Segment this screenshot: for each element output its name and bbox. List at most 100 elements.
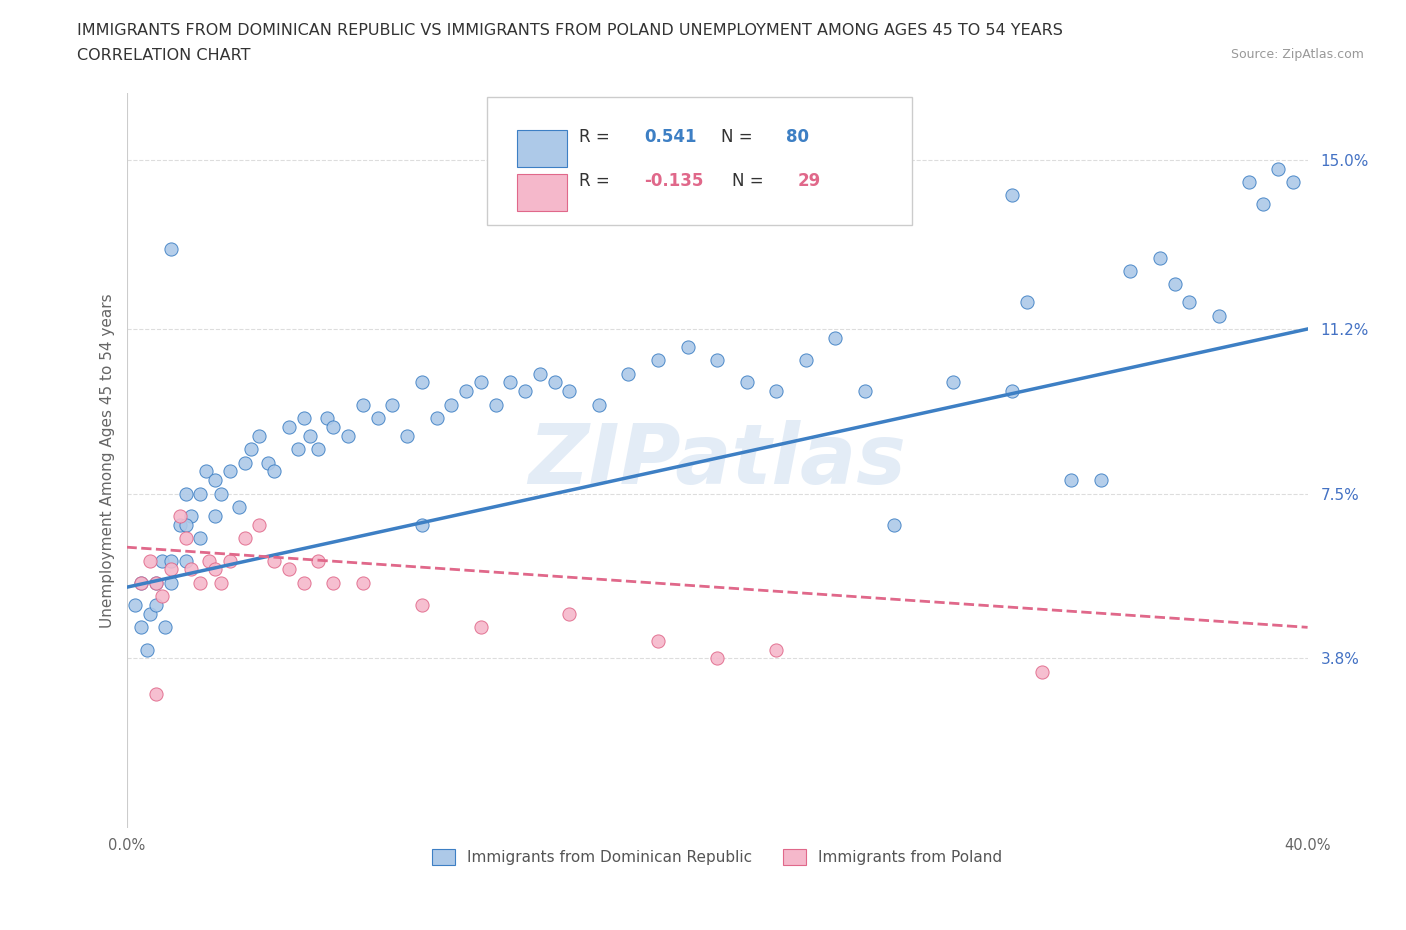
Point xyxy=(233,531,256,546)
Text: 0.541: 0.541 xyxy=(644,128,696,146)
Point xyxy=(180,509,202,524)
Point xyxy=(249,429,271,444)
Point xyxy=(942,375,965,390)
Point xyxy=(174,486,197,501)
Point xyxy=(174,531,197,546)
Point xyxy=(337,429,360,444)
Point xyxy=(298,429,321,444)
Point xyxy=(233,455,256,470)
Point xyxy=(150,553,173,568)
Point xyxy=(883,517,905,532)
Point xyxy=(169,509,191,524)
Point xyxy=(484,397,508,412)
Point xyxy=(204,562,226,577)
Point xyxy=(180,562,202,577)
Point xyxy=(470,375,492,390)
Text: 80: 80 xyxy=(786,128,808,146)
Point xyxy=(257,455,280,470)
Point xyxy=(735,375,758,390)
Point xyxy=(1017,295,1039,310)
Point xyxy=(209,486,232,501)
Point xyxy=(169,517,191,532)
Point xyxy=(1282,175,1305,190)
Point xyxy=(425,411,447,426)
Point xyxy=(160,576,183,591)
Point xyxy=(676,339,699,354)
Point xyxy=(765,642,787,657)
Point xyxy=(1164,277,1187,292)
Point xyxy=(308,553,330,568)
Point xyxy=(292,411,315,426)
Point xyxy=(263,464,285,479)
Point xyxy=(853,384,876,399)
Point xyxy=(470,620,492,635)
Point xyxy=(278,562,301,577)
Point xyxy=(588,397,610,412)
Point xyxy=(558,606,581,621)
Point xyxy=(278,419,301,434)
Point xyxy=(174,517,197,532)
Point xyxy=(263,553,285,568)
Point xyxy=(188,576,212,591)
Point xyxy=(411,598,433,613)
Point xyxy=(150,589,173,604)
Text: CORRELATION CHART: CORRELATION CHART xyxy=(77,48,250,63)
FancyBboxPatch shape xyxy=(517,129,567,166)
Point xyxy=(647,633,669,648)
Point xyxy=(706,352,728,367)
Point xyxy=(1208,308,1230,323)
Point xyxy=(456,384,478,399)
Point xyxy=(239,442,262,457)
Text: N =: N = xyxy=(733,172,769,190)
Point xyxy=(249,517,271,532)
Point xyxy=(316,411,339,426)
Point xyxy=(219,464,242,479)
Point xyxy=(352,576,374,591)
Point xyxy=(188,486,212,501)
Point xyxy=(188,531,212,546)
Point xyxy=(647,352,669,367)
Point xyxy=(195,464,218,479)
Point xyxy=(352,397,374,412)
Point xyxy=(136,642,159,657)
Point xyxy=(499,375,522,390)
Point xyxy=(287,442,309,457)
Point xyxy=(145,598,167,613)
Y-axis label: Unemployment Among Ages 45 to 54 years: Unemployment Among Ages 45 to 54 years xyxy=(100,293,115,628)
Point xyxy=(1178,295,1201,310)
Text: Source: ZipAtlas.com: Source: ZipAtlas.com xyxy=(1230,48,1364,61)
Text: ZIPatlas: ZIPatlas xyxy=(529,419,905,501)
Point xyxy=(139,553,162,568)
Point xyxy=(129,620,153,635)
Point xyxy=(322,576,344,591)
Point xyxy=(124,598,146,613)
Point xyxy=(706,651,728,666)
Point xyxy=(1149,250,1171,265)
Point xyxy=(1001,384,1024,399)
Point xyxy=(396,429,419,444)
Point xyxy=(440,397,463,412)
Point xyxy=(160,562,183,577)
Text: -0.135: -0.135 xyxy=(644,172,703,190)
FancyBboxPatch shape xyxy=(517,174,567,211)
Point xyxy=(145,576,167,591)
Point xyxy=(1237,175,1260,190)
Point xyxy=(411,517,433,532)
Text: R =: R = xyxy=(579,128,614,146)
Point xyxy=(204,473,226,488)
Point xyxy=(765,384,787,399)
Point xyxy=(129,576,153,591)
Point xyxy=(1031,664,1053,679)
Point xyxy=(228,499,250,514)
Point xyxy=(529,366,551,381)
Point xyxy=(145,576,167,591)
Point xyxy=(153,620,176,635)
Point xyxy=(1060,473,1083,488)
Point xyxy=(219,553,242,568)
Point xyxy=(308,442,330,457)
Point xyxy=(160,553,183,568)
Point xyxy=(515,384,537,399)
Point xyxy=(129,576,153,591)
Point xyxy=(381,397,404,412)
Point xyxy=(139,606,162,621)
